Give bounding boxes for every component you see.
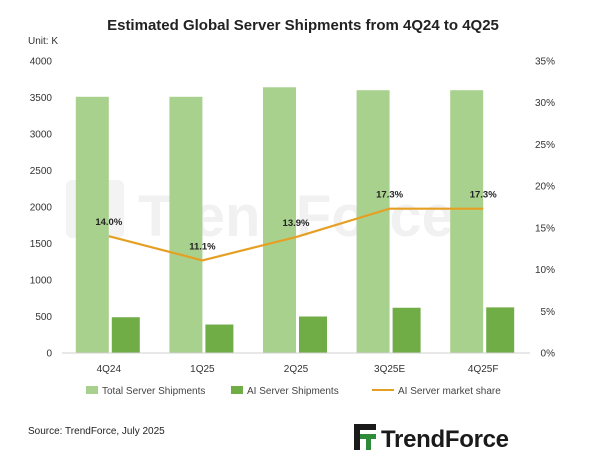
market-share-data-label: 17.3% (376, 190, 403, 201)
market-share-data-label: 14.0% (95, 217, 122, 228)
y2-tick-label: 35% (535, 57, 555, 68)
market-share-data-label: 11.1% (189, 241, 216, 252)
y-tick-label: 1000 (30, 276, 53, 287)
legend-label: AI Server Shipments (247, 386, 339, 397)
x-axis: 4Q24 1Q25 2Q25 3Q25E 4Q25F (62, 352, 530, 375)
y-tick-label: 500 (35, 312, 52, 323)
total-shipments-bar (356, 90, 390, 353)
y2-tick-label: 0% (541, 349, 556, 360)
legend-label: AI Server market share (398, 386, 501, 397)
y-tick-label: 3500 (30, 93, 53, 104)
y2-tick-label: 20% (535, 182, 555, 193)
market-share-line: 14.0% 11.1% 13.9% 17.3% 17.3% (95, 190, 497, 262)
x-tick-label: 4Q24 (97, 364, 122, 375)
unit-label: Unit: K (28, 36, 58, 47)
y2-tick-label: 15% (535, 223, 555, 234)
x-tick-label: 4Q25F (468, 364, 499, 375)
legend-swatch (86, 386, 98, 394)
bars (75, 87, 515, 354)
brand-logo: TrendForce (354, 424, 509, 453)
source-note: Source: TrendForce, July 2025 (28, 426, 165, 437)
ai-shipments-bar (299, 316, 327, 353)
ai-shipments-bar (111, 317, 140, 353)
x-tick-label: 1Q25 (190, 364, 215, 375)
y-tick-label: 0 (46, 349, 52, 360)
y-tick-label: 1500 (30, 239, 53, 250)
y-tick-label: 4000 (30, 57, 53, 68)
market-share-data-label: 17.3% (470, 190, 497, 201)
y2-tick-label: 5% (541, 307, 556, 318)
ai-shipments-bar (392, 307, 421, 353)
y2-tick-label: 30% (535, 98, 555, 109)
x-tick-label: 3Q25E (374, 364, 405, 375)
y-tick-label: 2000 (30, 203, 53, 214)
ai-shipments-bar (486, 307, 515, 353)
total-shipments-bar (169, 96, 203, 354)
y2-axis: 0% 5% 10% 15% 20% 25% 30% 35% (535, 57, 555, 360)
market-share-data-label: 13.9% (283, 218, 310, 229)
ai-shipments-bar (205, 324, 234, 353)
total-shipments-bar (450, 90, 484, 353)
x-tick-label: 2Q25 (284, 364, 309, 375)
legend-label: Total Server Shipments (102, 386, 205, 397)
legend: Total Server Shipments AI Server Shipment… (86, 386, 501, 397)
legend-swatch (231, 386, 243, 394)
total-shipments-bar (263, 87, 296, 353)
y-tick-label: 2500 (30, 166, 53, 177)
y2-tick-label: 25% (535, 140, 555, 151)
y2-tick-label: 10% (535, 265, 555, 276)
trendforce-logo-icon (354, 424, 376, 450)
chart-title: Estimated Global Server Shipments from 4… (107, 17, 499, 34)
total-shipments-bar (75, 96, 109, 354)
y-tick-label: 3000 (30, 130, 53, 141)
brand-name: TrendForce (381, 426, 509, 453)
y-axis: 0 500 1000 1500 2000 2500 3000 3500 4000 (30, 57, 53, 360)
